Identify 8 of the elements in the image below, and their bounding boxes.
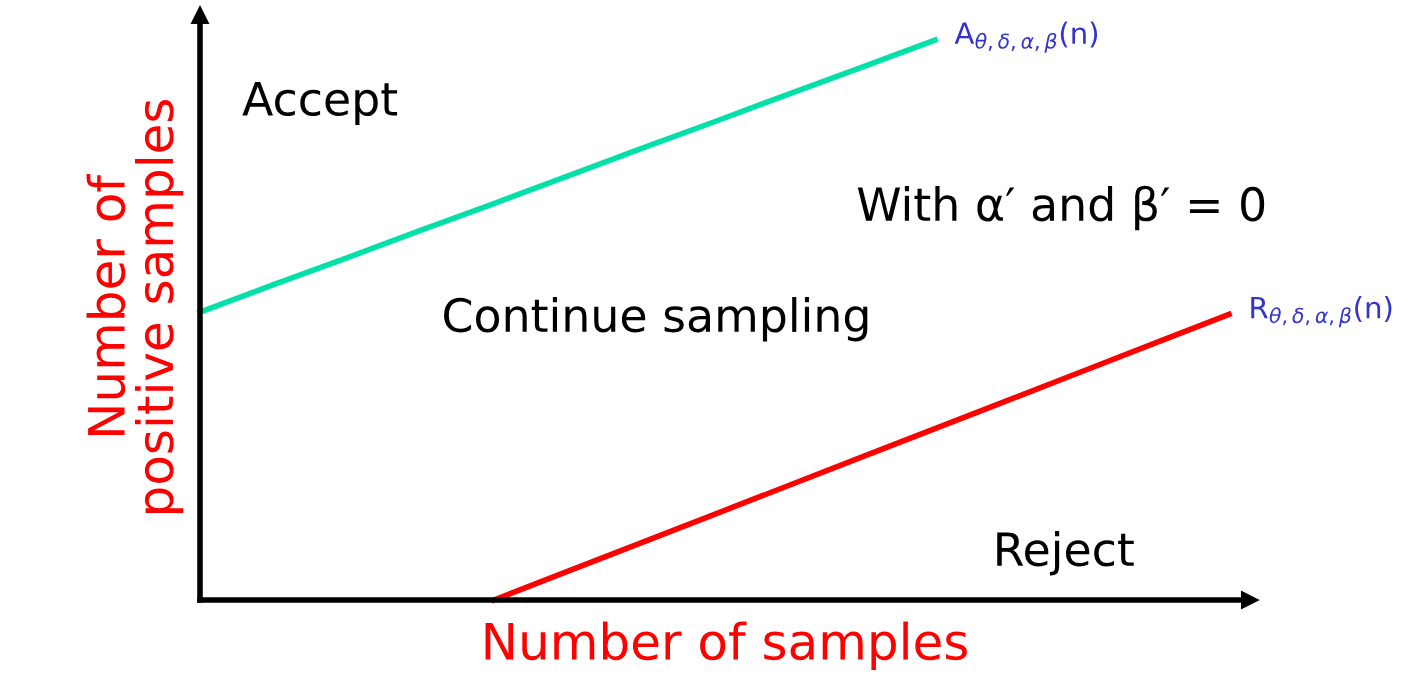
annotation: With α′ and β′ = 0 (857, 185, 1265, 231)
y-axis-title: Number of positive samples (86, 100, 184, 513)
annotation: Accept (242, 81, 398, 125)
annotation: Reject (997, 531, 1134, 576)
series-label: A$_{θ,δ,α,β}$(n) (954, 21, 1098, 53)
series-label: R$_{θ,δ,α,β}$(n) (1251, 296, 1392, 328)
annotation: Continue sampling (444, 297, 868, 342)
x-axis-title: Number of samples (485, 621, 967, 670)
